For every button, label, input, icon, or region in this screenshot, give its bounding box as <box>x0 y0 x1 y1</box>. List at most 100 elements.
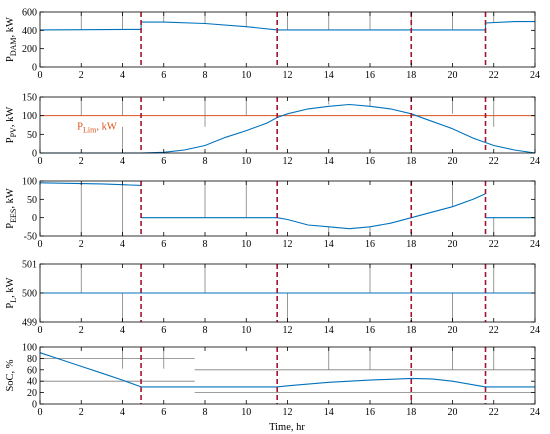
x-tick-label: 20 <box>448 70 458 81</box>
x-tick-label: 4 <box>120 156 125 167</box>
y-axis-label: PPV, kW <box>5 107 18 144</box>
x-tick-label: 8 <box>203 239 208 250</box>
y-axis-label-main: P <box>5 137 16 143</box>
y-tick-label: -50 <box>24 232 37 243</box>
x-tick-label: 4 <box>120 239 125 250</box>
x-tick-label: 0 <box>38 407 43 418</box>
x-tick-label: 22 <box>489 325 499 336</box>
y-tick-label: 100 <box>22 343 37 354</box>
x-tick-label: 22 <box>489 70 499 81</box>
x-tick-label: 6 <box>161 70 166 81</box>
y-tick-label: 600 <box>22 8 37 19</box>
x-tick-label: 14 <box>324 156 334 167</box>
y-axis-label-main: P <box>5 303 16 309</box>
x-tick-label: 10 <box>241 325 251 336</box>
x-tick-label: 12 <box>283 239 293 250</box>
y-tick-label: 40 <box>27 377 37 388</box>
x-tick-label: 22 <box>489 239 499 250</box>
panel-pv: PLim, kW0 2 4 6 8 10 12 14 16 18 20 22 24050100150PP… <box>5 93 540 168</box>
y-tick-label: 500 <box>22 289 37 300</box>
x-tick-label: 24 <box>530 239 540 250</box>
x-tick-label: 22 <box>489 156 499 167</box>
axes-box <box>39 346 536 405</box>
y-axis-label-sub: L <box>9 298 18 303</box>
y-tick-label: 499 <box>22 318 37 329</box>
y-axis-label-unit: , kW <box>5 277 16 298</box>
y-tick-label: 0 <box>32 400 37 411</box>
y-axis-label-main: P <box>5 56 16 62</box>
y-axis-label-sub: PV <box>9 127 18 137</box>
x-tick-label: 18 <box>406 239 416 250</box>
x-tick-label: 8 <box>203 156 208 167</box>
y-tick-label: 0 <box>32 149 37 160</box>
y-axis-label-unit: , kW <box>5 107 16 128</box>
y-axis-label-main: P <box>5 223 16 229</box>
series-line <box>40 103 536 154</box>
x-tick-label: 12 <box>283 156 293 167</box>
y-axis-label-main: SoC, % <box>5 359 16 391</box>
limit-label-sub: Lim <box>83 126 97 135</box>
x-tick-label: 6 <box>161 407 166 418</box>
x-tick-label: 24 <box>530 156 540 167</box>
x-tick-label: 2 <box>79 239 84 250</box>
x-tick-label: 12 <box>283 325 293 336</box>
x-tick-label: 10 <box>241 156 251 167</box>
x-tick-label: 8 <box>203 325 208 336</box>
x-tick-label: 24 <box>530 407 540 418</box>
y-tick-label: 60 <box>27 365 37 376</box>
y-tick-label: 0 <box>32 63 37 74</box>
series-line <box>39 21 535 31</box>
series-line <box>39 182 142 186</box>
x-tick-label: 6 <box>161 325 166 336</box>
y-tick-label: 50 <box>27 195 37 206</box>
x-tick-label: 20 <box>448 325 458 336</box>
x-tick-label: 10 <box>241 407 251 418</box>
x-tick-label: 6 <box>161 156 166 167</box>
x-tick-label: 10 <box>241 70 251 81</box>
x-tick-label: 8 <box>203 70 208 81</box>
y-axis-label: SoC, % <box>5 359 16 391</box>
y-tick-label: 100 <box>22 177 37 188</box>
x-tick-label: 2 <box>79 156 84 167</box>
x-tick-label: 18 <box>406 407 416 418</box>
y-axis-label-unit: , kW <box>5 188 16 209</box>
limit-label-unit: , kW <box>96 122 117 133</box>
x-tick-label: 12 <box>283 407 293 418</box>
x-tick-label: 16 <box>365 407 375 418</box>
limit-label-main: P <box>77 122 83 133</box>
x-tick-label: 16 <box>365 156 375 167</box>
y-tick-label: 200 <box>22 44 37 55</box>
axes-box <box>39 180 536 237</box>
x-tick-label: 4 <box>120 70 125 81</box>
y-tick-label: 100 <box>22 111 37 122</box>
y-axis-label-sub: DAM <box>9 37 18 56</box>
x-tick-label: 14 <box>324 407 334 418</box>
y-axis-label: PL, kW <box>5 277 18 308</box>
x-tick-label: 4 <box>120 325 125 336</box>
y-axis-label: PDAM, kW <box>5 17 18 62</box>
y-tick-label: 20 <box>27 388 37 399</box>
x-tick-label: 16 <box>365 239 375 250</box>
y-axis-label-sub: EES <box>9 209 18 223</box>
x-tick-label: 2 <box>79 407 84 418</box>
x-tick-label: 10 <box>241 239 251 250</box>
x-tick-label: 14 <box>324 239 334 250</box>
x-tick-label: 2 <box>79 70 84 81</box>
series-line <box>141 377 486 388</box>
x-tick-label: 14 <box>324 70 334 81</box>
x-tick-label: 24 <box>530 325 540 336</box>
x-tick-label: 20 <box>448 156 458 167</box>
y-tick-label: 150 <box>22 93 37 104</box>
x-tick-label: 14 <box>324 325 334 336</box>
series-line <box>39 352 142 388</box>
y-tick-label: 0 <box>32 213 37 224</box>
x-tick-label: 0 <box>38 239 43 250</box>
limit-label: PLim, kW <box>77 122 117 135</box>
x-tick-label: 24 <box>530 70 540 81</box>
y-axis-label-unit: , kW <box>5 17 16 38</box>
y-tick-label: 80 <box>27 354 37 365</box>
x-tick-label: 20 <box>448 407 458 418</box>
x-tick-label: 0 <box>38 325 43 336</box>
x-tick-label: 4 <box>120 407 125 418</box>
